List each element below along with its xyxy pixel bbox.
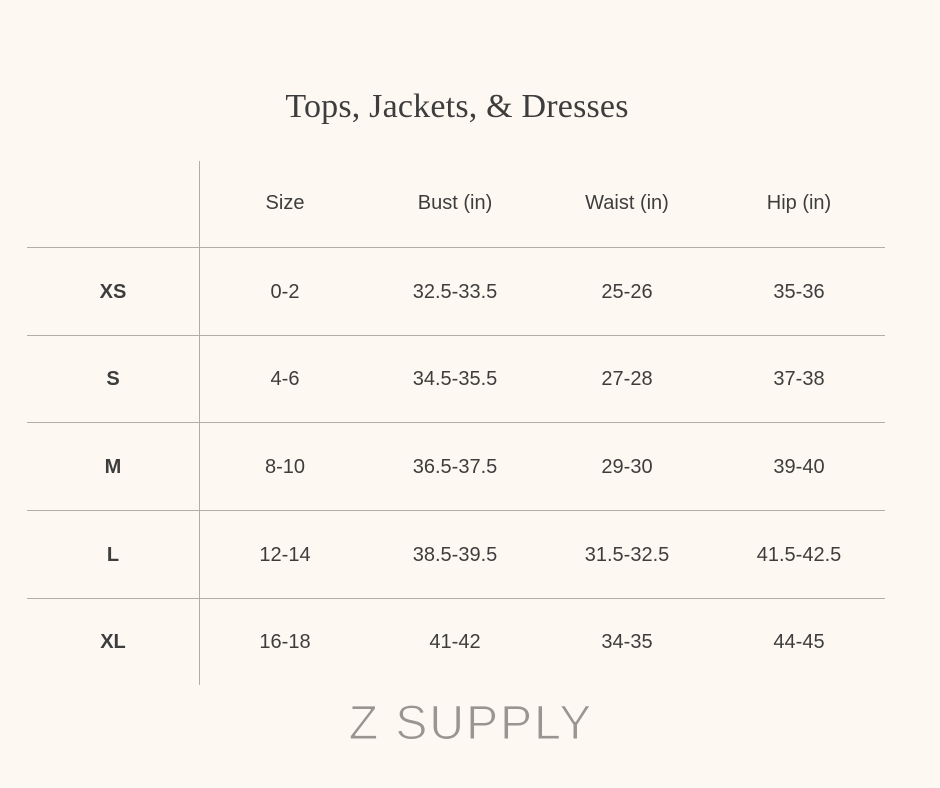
svg-text:Z SUPPLY: Z SUPPLY: [349, 697, 594, 750]
